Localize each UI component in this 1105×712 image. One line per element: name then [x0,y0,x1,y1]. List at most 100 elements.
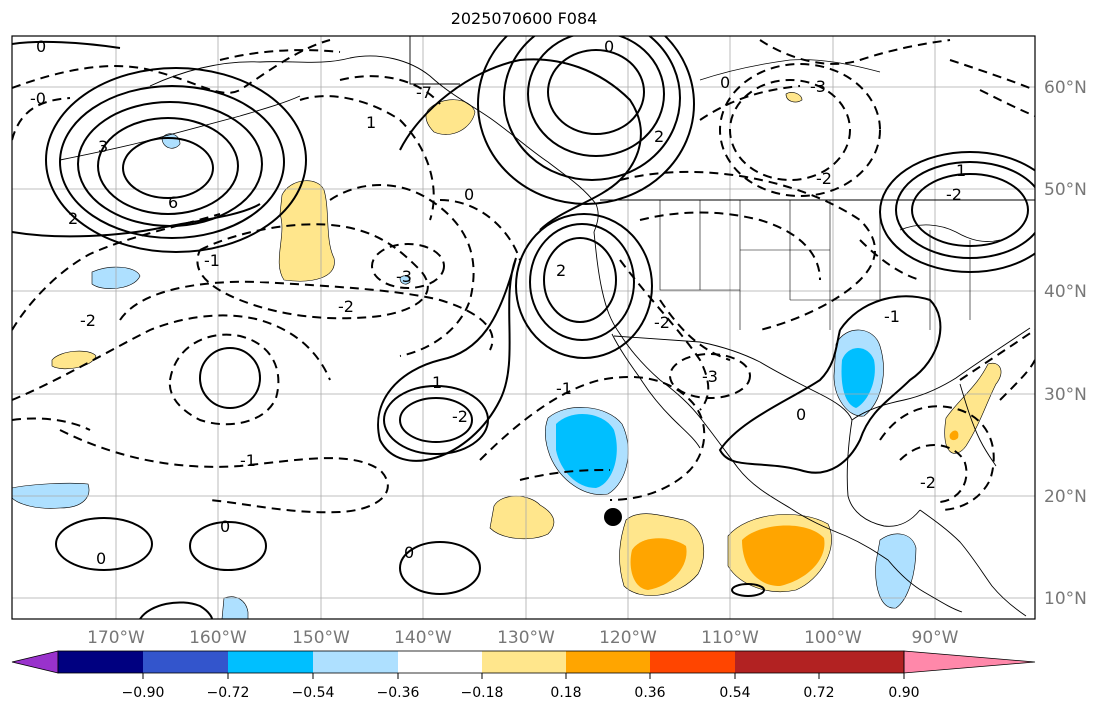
colorbar-tick-label: 0.36 [634,685,665,701]
baja-california [611,333,701,449]
contour-label: -1 [240,451,256,470]
contour-label: -2 [920,473,936,492]
anomaly-negative-6 [875,533,917,609]
contour-label: 2 [654,127,664,146]
colorbar-segment [650,651,735,673]
colorbar-tick-label: 0.54 [719,685,750,701]
lat-tick-label: 30°N [1044,385,1087,405]
contour-label: -1 [204,251,220,270]
contour-label: 0 [604,37,614,56]
contour-label: -7 [416,83,432,102]
contour-label: -2 [338,297,354,316]
lat-tick-label: 10°N [1044,589,1087,609]
contour-label: -2 [452,407,468,426]
contour-label: 0 [96,549,106,568]
hudson-bay-area [699,59,881,81]
contour-label: -3 [702,367,718,386]
us-mexico-border [613,335,853,421]
latitude-labels: 60°N 50°N 40°N 30°N 20°N 10°N [1044,78,1087,609]
canada-us-coast [593,231,963,613]
contour-labels: 0 -0 3 6 2 -2 -1 -3 1 -7 0 2 -2 -1 1 0 -… [30,37,966,568]
central-america [919,509,1027,617]
colorbar-tick-label: 0.72 [803,685,834,701]
alaska-coast [149,55,599,233]
map-frame [11,35,1036,620]
lon-tick-label: 150°W [292,628,350,648]
anomaly-positive-1 [278,180,335,282]
colorbar-segment [228,651,313,673]
lat-tick-label: 50°N [1044,180,1087,200]
contour-label: -0 [30,89,46,108]
lon-tick-label: 130°W [497,628,555,648]
anomaly-negative-8 [399,275,411,285]
lon-tick-label: 100°W [804,628,862,648]
colorbar-tick-label: −0.90 [122,685,165,701]
anomaly-positive-4 [785,92,803,103]
colorbar-tick-label: 0.90 [888,685,919,701]
contour-label: 3 [98,137,108,156]
colorbar-segment [735,651,819,673]
shaded-anomalies [12,92,1002,619]
alaska-panhandle-border [409,36,460,85]
contour-label: -2 [654,313,670,332]
contour-label: 0 [404,543,414,562]
map-area: 0 -0 3 6 2 -2 -1 -3 1 -7 0 2 -2 -1 1 0 -… [12,36,1035,619]
colorbar-segment [566,651,650,673]
colorbar-segment [143,651,228,673]
contour-label: 1 [432,373,442,392]
lon-tick-label: 120°W [599,628,657,648]
contour-label: 2 [68,209,78,228]
colorbar-extend-high [903,650,1036,674]
colorbar-segment [482,651,566,673]
anomaly-strong-6 [630,538,687,590]
contour-label: 1 [956,161,966,180]
anomaly-strong-7 [742,525,825,586]
colorbar-extend-low [11,650,59,674]
contour-label: 0 [720,73,730,92]
colorbar-segment [819,651,904,673]
storm-center-marker [604,508,622,526]
colorbar-tick-label: −0.72 [207,685,250,701]
anomaly-negative-7 [221,596,249,619]
longitude-labels: 170°W 160°W 150°W 140°W 130°W 120°W 110°… [87,628,959,648]
contour-label: -2 [80,311,96,330]
contour-label: -1 [884,307,900,326]
colorbar-tick-label: −0.36 [377,685,420,701]
contours [12,36,1035,619]
lon-tick-label: 170°W [87,628,145,648]
contour-label: 2 [556,261,566,280]
contour-label: 0 [464,185,474,204]
lon-tick-label: 140°W [394,628,452,648]
lat-tick-label: 20°N [1044,487,1087,507]
lon-tick-label: 110°W [701,628,759,648]
lon-tick-label: 90°W [912,628,959,648]
colorbar: −0.90 −0.72 −0.54 −0.36 −0.18 0.18 0.36 … [11,650,1036,701]
contour-label: -2 [816,169,832,188]
contour-label: 0 [220,517,230,536]
colorbar-segment [398,651,482,673]
dashed-contours [12,39,1035,514]
contour-label: -1 [556,379,572,398]
contour-label: 0 [796,405,806,424]
anomaly-positive-2 [425,99,476,135]
colorbar-outline [57,650,905,674]
contour-label: -3 [396,267,412,286]
anomaly-strong-8 [949,430,959,441]
colorbar-tick-marks [142,673,905,679]
solid-contours [12,36,1035,619]
gulf-coast [851,327,1031,421]
contour-label: 0 [36,37,46,56]
contour-label: -3 [810,77,826,96]
florida [959,383,997,467]
contour-label: 6 [168,193,178,212]
contour-label: -2 [946,185,962,204]
colorbar-tick-label: 0.18 [550,685,581,701]
colorbar-tick-label: −0.54 [292,685,335,701]
contour-label: 1 [366,113,376,132]
lat-tick-label: 60°N [1044,78,1087,98]
colorbar-tick-label: −0.18 [461,685,504,701]
anomaly-positive-8 [944,362,1002,454]
colorbar-segment [313,651,398,673]
anomaly-strong-neg-5 [841,348,875,408]
